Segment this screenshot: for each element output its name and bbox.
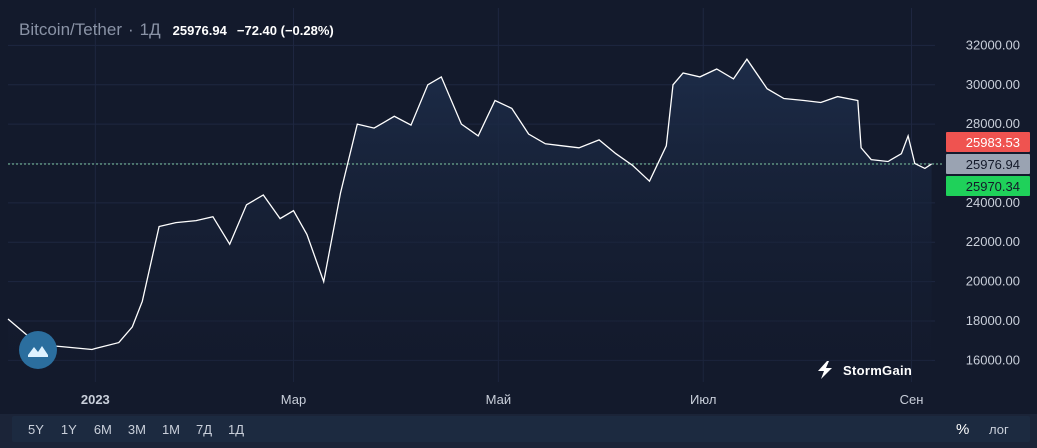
range-button-6m[interactable]: 6M: [93, 422, 112, 437]
brand-name: StormGain: [843, 362, 913, 378]
price-line-series: [7, 58, 932, 351]
range-button-1y[interactable]: 1Y: [60, 422, 77, 437]
price-tag-ask-bg: [946, 131, 1030, 152]
price-tag-last-bg: [946, 153, 1030, 174]
symbol-name[interactable]: Bitcoin/Tether: [19, 20, 122, 39]
chart-header: Bitcoin/Tether · 1Д 25976.94 −72.40 (−0.…: [19, 20, 334, 40]
price-tag-ask: 25983.53: [966, 135, 1020, 150]
last-price-value: 25976.94: [172, 23, 227, 38]
y-tick-label: 30000.00: [966, 77, 1020, 92]
brand-watermark: StormGain: [815, 360, 912, 380]
y-tick-label: 28000.00: [966, 116, 1020, 131]
log-scale-toggle[interactable]: лог: [989, 422, 1009, 437]
x-tick-label: Мар: [281, 392, 306, 407]
price-tag-last: 25976.94: [966, 157, 1020, 172]
stormgain-logo-button[interactable]: [19, 331, 57, 369]
x-tick-label: Июл: [690, 392, 716, 407]
x-tick-label: Сен: [900, 392, 924, 407]
range-button-1d[interactable]: 1Д: [228, 422, 245, 437]
y-axis-ticks: 16000.00 18000.00 20000.00 22000.00 24000.00…: [966, 37, 1020, 367]
range-buttons: 5Y 1Y 6M 3M 1M 7Д 1Д: [28, 422, 244, 437]
percent-scale-toggle[interactable]: %: [956, 421, 970, 438]
x-tick-label: Май: [486, 392, 511, 407]
price-tag-bid: 25970.34: [966, 179, 1020, 194]
y-tick-label: 24000.00: [966, 195, 1020, 210]
x-tick-label: 2023: [81, 392, 110, 407]
price-tags: 25983.53 25976.94 25970.34: [946, 131, 1030, 196]
range-button-7d[interactable]: 7Д: [196, 422, 213, 437]
x-axis-ticks: 2023 Мар Май Июл Сен: [81, 392, 924, 407]
price-change-value: −72.40 (−0.28%): [236, 23, 334, 38]
y-tick-label: 32000.00: [966, 37, 1020, 52]
range-bar: [12, 416, 1030, 442]
price-area-fill: [8, 59, 932, 382]
y-tick-label: 22000.00: [966, 234, 1020, 249]
header-separator: ·: [128, 20, 134, 39]
y-tick-label: 18000.00: [966, 313, 1020, 328]
timeframe-label[interactable]: 1Д: [139, 20, 161, 39]
y-tick-label: 16000.00: [966, 352, 1020, 367]
range-button-3m[interactable]: 3M: [127, 422, 146, 437]
range-button-1m[interactable]: 1M: [161, 422, 180, 437]
cloud-icon: [28, 346, 48, 357]
lightning-icon: [818, 361, 832, 379]
price-tag-bid-bg: [946, 175, 1030, 196]
y-tick-label: 20000.00: [966, 274, 1020, 289]
range-button-5y[interactable]: 5Y: [28, 422, 44, 437]
